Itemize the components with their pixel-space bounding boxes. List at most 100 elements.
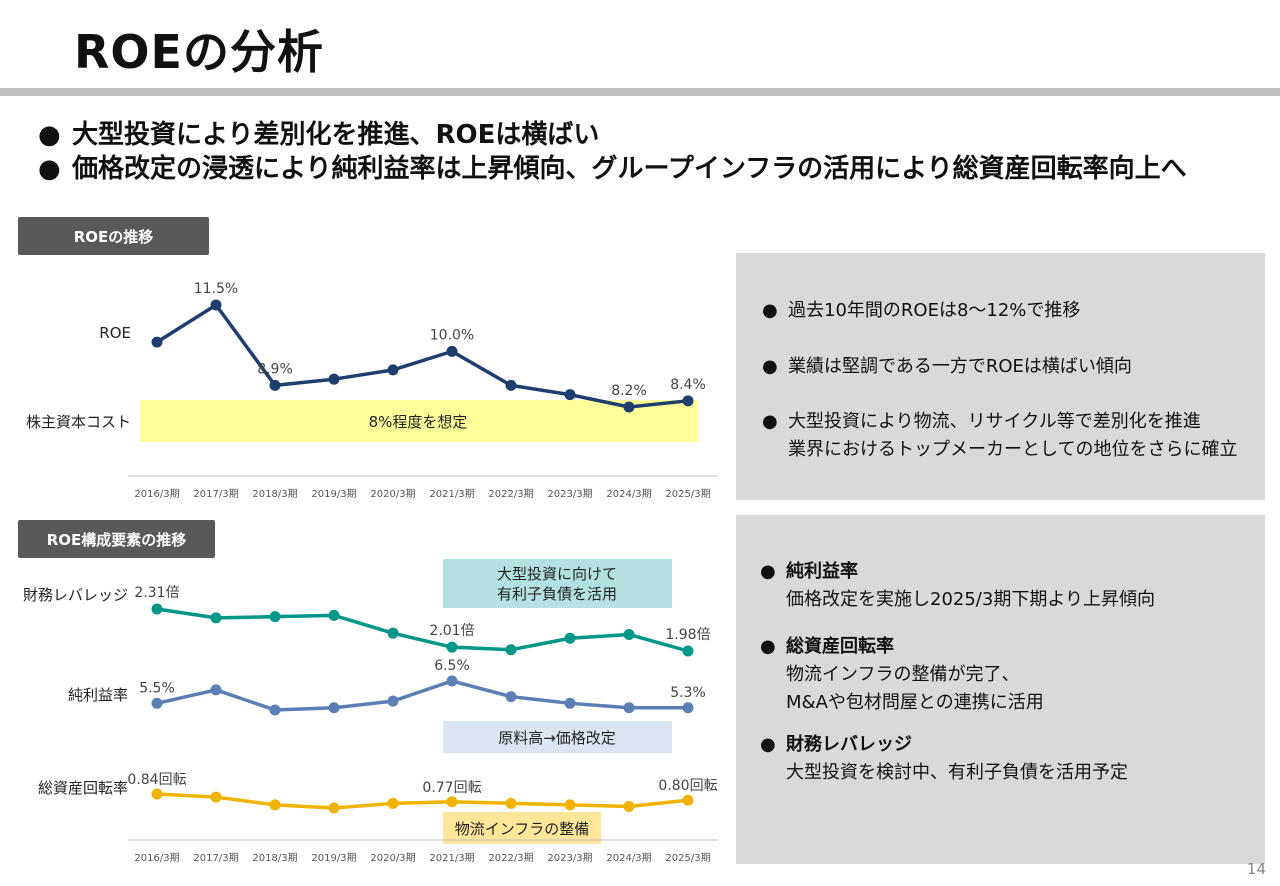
leverage-point <box>269 611 281 623</box>
margin-point <box>682 702 694 714</box>
page-title: ROEの分析 <box>74 25 324 79</box>
x-tick-label: 2025/3期 <box>665 488 710 500</box>
x-tick-label: 2018/3期 <box>252 852 297 864</box>
roe-point <box>387 364 399 376</box>
data-label: 6.5% <box>434 658 470 674</box>
roe-line <box>156 303 689 409</box>
row-label-margin: 純利益率 <box>68 686 128 704</box>
margin-point <box>623 702 635 714</box>
margin-point <box>210 684 222 696</box>
data-label: 0.84回転 <box>127 772 186 788</box>
components-chart: 2016/3期 2017/3期 2018/3期 2019/3期 2020/3期 2021/… <box>127 585 717 864</box>
leverage-point <box>564 632 576 644</box>
roe-point <box>623 401 635 413</box>
leverage-point <box>328 609 340 621</box>
roe-point <box>269 379 281 391</box>
data-label: 0.77回転 <box>422 780 481 796</box>
data-label: 5.3% <box>670 685 706 701</box>
data-label: 2.31倍 <box>134 585 179 601</box>
roe-point <box>210 299 222 311</box>
title-divider <box>0 88 1280 96</box>
bullet-icon: ● <box>762 411 778 432</box>
bullet-icon: ● <box>760 561 776 582</box>
commentary-item: ● 過去10年間のROEは8～12%で推移 <box>762 297 1080 325</box>
x-tick-label: 2023/3期 <box>547 852 592 864</box>
turnover-note-box <box>443 812 601 844</box>
x-tick-label: 2017/3期 <box>193 852 238 864</box>
leverage-point <box>623 628 635 640</box>
row-label-cost: 株主資本コスト <box>26 413 131 431</box>
x-tick-label: 2016/3期 <box>134 852 179 864</box>
cost-band <box>140 400 698 442</box>
data-label: 10.0% <box>430 327 474 343</box>
turnover-point <box>151 788 163 800</box>
roe-point <box>446 345 458 357</box>
margin-point <box>269 704 281 716</box>
turnover-point <box>387 797 399 809</box>
bullet-icon: ● <box>760 734 776 755</box>
margin-line <box>156 679 688 712</box>
data-label: 8.9% <box>257 361 293 377</box>
roe-point <box>151 336 163 348</box>
leverage-point <box>387 627 399 639</box>
x-tick-label: 2016/3期 <box>134 488 179 500</box>
row-label-turnover: 総資産回転率 <box>38 779 128 797</box>
key-points: ● 大型投資により差別化を推進、ROEは横ばい ● 価格改定の浸透により純利益率は上… <box>38 118 1187 186</box>
x-tick-label: 2019/3期 <box>311 488 356 500</box>
turnover-point <box>505 797 517 809</box>
roe-chart: 2016/3期 2017/3期 2018/3期 2019/3期 2020/3期 2021/… <box>134 281 710 500</box>
section-label-roe: ROEの推移 <box>18 217 209 255</box>
data-label: 8.4% <box>670 377 706 393</box>
roe-point <box>564 389 576 401</box>
margin-point <box>505 691 517 703</box>
leverage-point <box>210 612 222 624</box>
data-label: 2.01倍 <box>429 623 474 639</box>
leverage-point <box>682 645 694 657</box>
x-tick-label: 2017/3期 <box>193 488 238 500</box>
commentary-item: ● 総資産回転率 物流インフラの整備が完了、 M&Aや包材問屋との連携に活用 <box>760 633 1044 717</box>
x-tick-label: 2021/3期 <box>429 488 474 500</box>
x-tick-label: 2018/3期 <box>252 488 297 500</box>
x-tick-label: 2021/3期 <box>429 852 474 864</box>
key-point: ● 価格改定の浸透により純利益率は上昇傾向、グループインフラの活用により総資産回転… <box>38 154 1187 184</box>
turnover-point <box>682 794 694 806</box>
x-tick-label: 2024/3期 <box>606 488 651 500</box>
bullet-icon: ● <box>760 636 776 657</box>
data-label: 1.98倍 <box>665 627 710 643</box>
commentary-item: ● 大型投資により物流、リサイクル等で差別化を推進 業界におけるトップメーカーと… <box>762 408 1237 464</box>
commentary-item: ● 業績は堅調である一方でROEは横ばい傾向 <box>762 353 1132 381</box>
roe-point <box>505 379 517 391</box>
x-tick-label: 2022/3期 <box>488 488 533 500</box>
turnover-point <box>446 796 458 808</box>
components-commentary-box <box>736 515 1265 864</box>
bullet-icon: ● <box>762 356 778 377</box>
margin-note-label: 原料高→価格改定 <box>498 729 616 747</box>
margin-point <box>387 695 399 707</box>
x-tick-label: 2019/3期 <box>311 852 356 864</box>
turnover-point <box>210 791 222 803</box>
turnover-point <box>623 800 635 812</box>
roe-commentary-box <box>736 253 1265 500</box>
x-tick-label: 2020/3期 <box>370 852 415 864</box>
bullet-icon: ● <box>38 120 61 150</box>
roe-point <box>328 373 340 385</box>
turnover-point <box>328 802 340 814</box>
x-tick-label: 2022/3期 <box>488 852 533 864</box>
turnover-point <box>564 799 576 811</box>
key-point: ● 大型投資により差別化を推進、ROEは横ばい <box>38 120 600 150</box>
bullet-icon: ● <box>762 300 778 321</box>
x-tick-label: 2024/3期 <box>606 852 651 864</box>
leverage-note-line: 有利子負債を活用 <box>497 585 617 603</box>
row-label-roe: ROE <box>99 324 131 342</box>
turnover-note-label: 物流インフラの整備 <box>455 820 590 838</box>
leverage-point <box>151 603 163 615</box>
margin-point <box>564 697 576 709</box>
x-tick-label: 2025/3期 <box>665 852 710 864</box>
x-tick-label: 2020/3期 <box>370 488 415 500</box>
turnover-point <box>269 799 281 811</box>
margin-point <box>151 697 163 709</box>
leverage-note-line: 大型投資に向けて <box>497 565 617 583</box>
x-tick-label: 2023/3期 <box>547 488 592 500</box>
data-label: 11.5% <box>194 281 238 297</box>
